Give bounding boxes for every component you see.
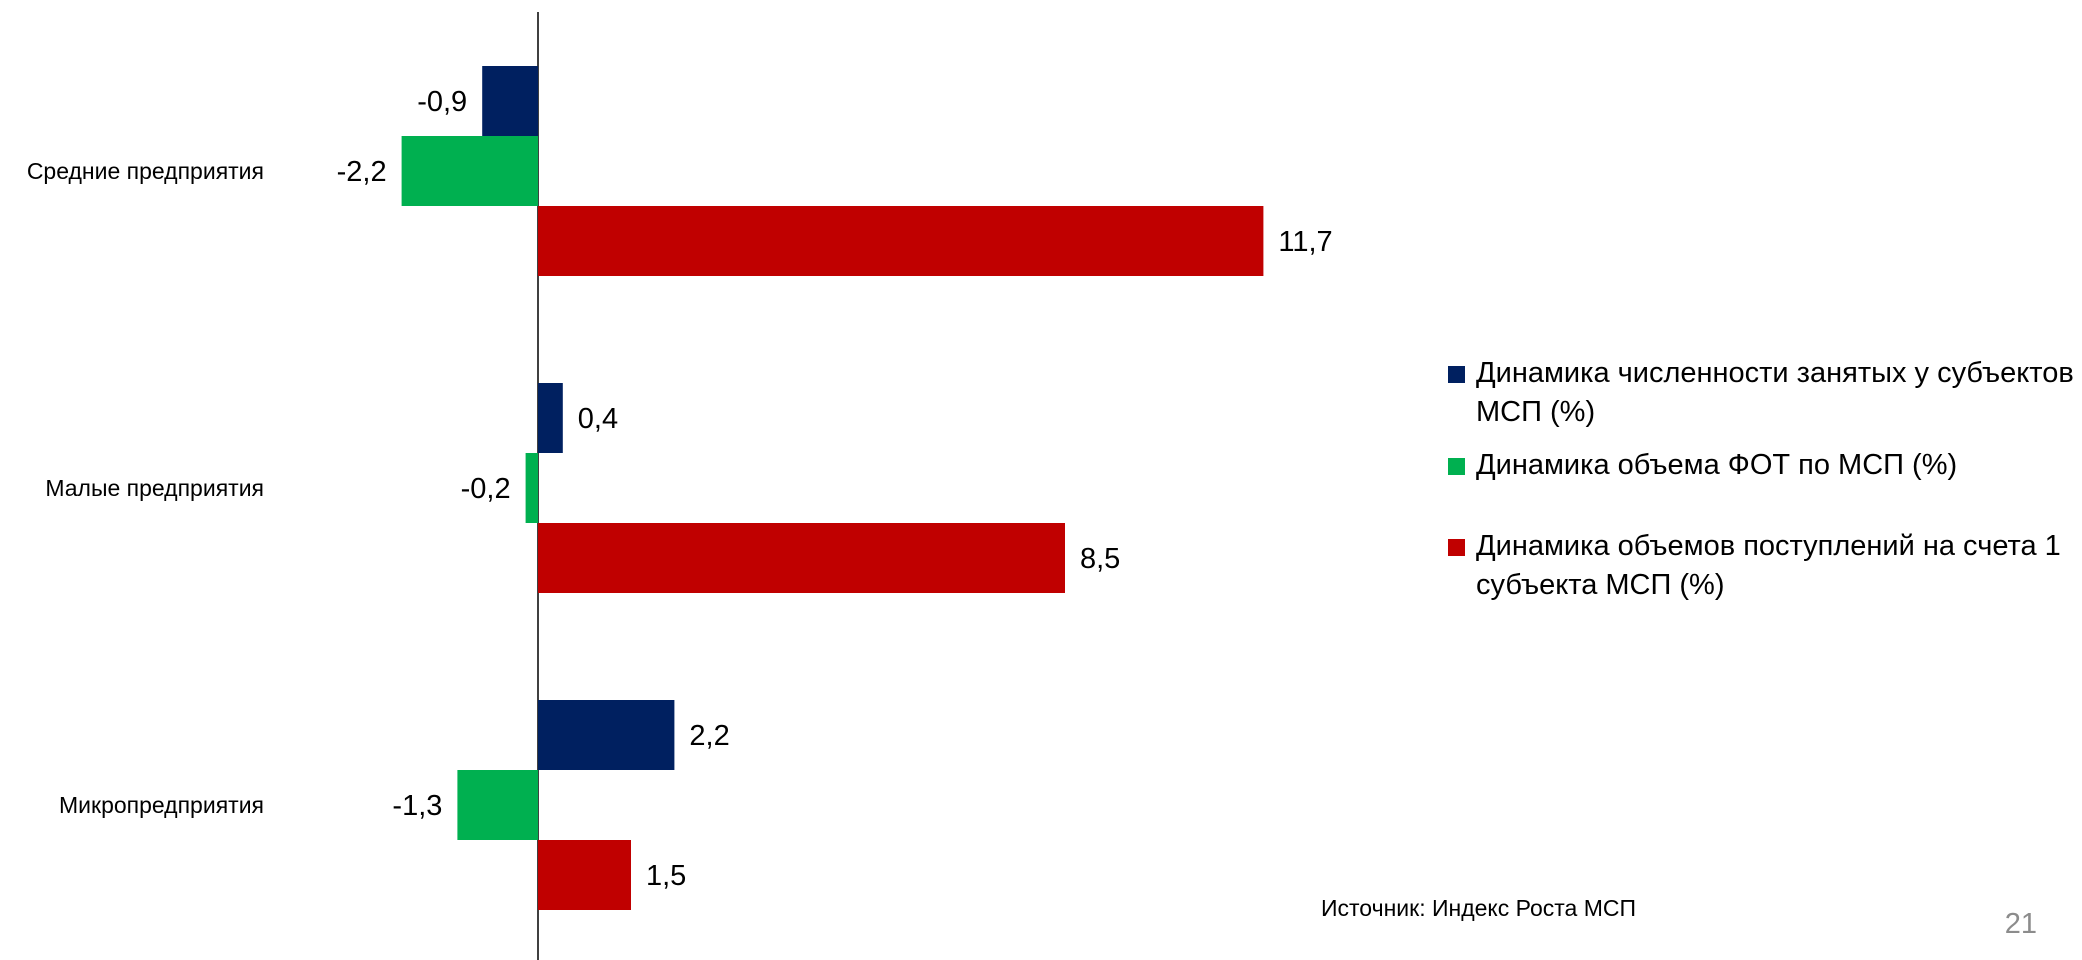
bar-receipts	[538, 523, 1065, 593]
legend-label-receipts: Динамика объемов поступлений на счета 1 …	[1476, 530, 2061, 601]
bar-employment	[538, 383, 563, 453]
bar-payroll	[457, 770, 538, 840]
legend-item-receipts: Динамика объемов поступлений на счета 1 …	[1448, 527, 2082, 605]
bar-employment	[538, 700, 675, 770]
value-label-employment: 2,2	[689, 720, 729, 752]
legend-item-employment: Динамика численности занятых у субъектов…	[1448, 354, 2082, 432]
legend-swatch-employment	[1448, 366, 1465, 383]
legend-label-payroll: Динамика объема ФОТ по МСП (%)	[1476, 449, 1958, 481]
bar-receipts	[538, 206, 1264, 276]
legend-label-employment: Динамика численности занятых у субъектов…	[1476, 357, 2074, 428]
category-label: Малые предприятия	[45, 475, 264, 501]
value-label-receipts: 1,5	[646, 860, 686, 892]
bar-payroll	[525, 453, 538, 523]
value-label-employment: 0,4	[578, 403, 618, 435]
legend-swatch-receipts	[1448, 539, 1465, 556]
legend: Динамика численности занятых у субъектов…	[1448, 354, 2082, 605]
bar-employment	[482, 66, 538, 136]
source-note: Источник: Индекс Роста МСП	[1321, 895, 1637, 921]
labels-group: Средние предприятия -0,9 -2,2 11,7 Малые пре…	[27, 86, 1333, 892]
legend-item-payroll: Динамика объема ФОТ по МСП (%)	[1448, 446, 2082, 485]
value-label-receipts: 8,5	[1080, 543, 1120, 575]
value-label-employment: -0,9	[417, 86, 467, 118]
category-label: Средние предприятия	[27, 158, 264, 184]
page-number: 21	[2004, 908, 2037, 940]
value-label-payroll: -2,2	[337, 156, 387, 188]
value-label-payroll: -0,2	[461, 473, 511, 505]
bar-receipts	[538, 840, 631, 910]
bar-payroll	[401, 136, 538, 206]
category-label: Микропредприятия	[59, 792, 264, 818]
value-label-payroll: -1,3	[392, 790, 442, 822]
bars-group	[401, 66, 1264, 910]
legend-swatch-payroll	[1448, 458, 1465, 475]
value-label-receipts: 11,7	[1278, 226, 1332, 258]
